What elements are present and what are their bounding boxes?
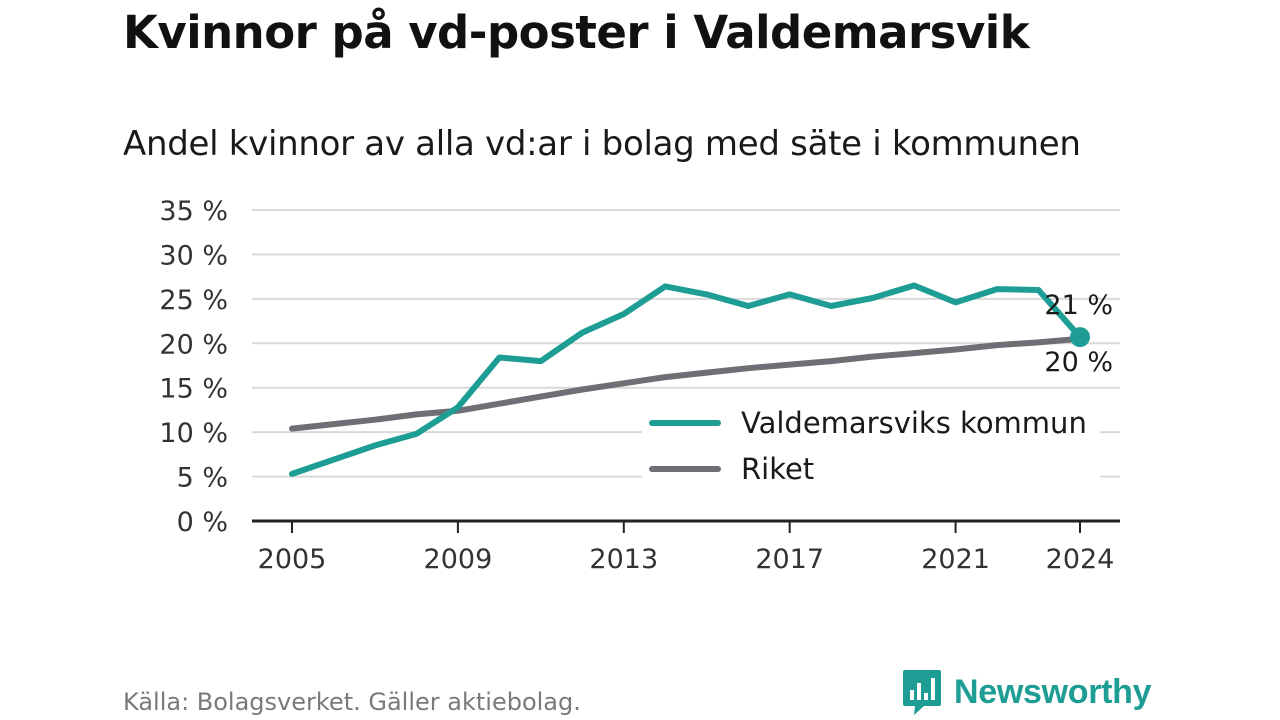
end-label-kommun: 21 % — [1044, 290, 1113, 321]
brand-name: Newsworthy — [954, 672, 1152, 711]
y-tick-label: 0 % — [177, 507, 228, 538]
y-tick-label: 35 % — [159, 196, 228, 227]
y-axis-ticks: 0 % 5 % 10 % 15 % 20 % 25 % 30 % 35 % — [159, 196, 228, 538]
end-label-riket: 20 % — [1044, 347, 1113, 378]
x-axis: 2005 2009 2013 2017 2021 2024 — [252, 519, 1120, 575]
x-tick-label: 2024 — [1046, 544, 1115, 575]
x-tick-label: 2017 — [755, 544, 824, 575]
x-tick-label: 2021 — [921, 544, 990, 575]
y-tick-label: 10 % — [159, 418, 228, 449]
legend-label: Valdemarsviks kommun — [741, 406, 1087, 440]
x-tick-label: 2005 — [258, 544, 327, 575]
legend-label: Riket — [741, 452, 814, 486]
y-tick-label: 30 % — [159, 240, 228, 271]
brand-logo: Newsworthy — [902, 668, 1152, 716]
y-tick-label: 15 % — [159, 374, 228, 405]
y-tick-label: 25 % — [159, 285, 228, 316]
legend: Valdemarsviks kommun Riket — [642, 398, 1100, 486]
end-point-marker — [1070, 327, 1090, 348]
x-tick-label: 2009 — [424, 544, 493, 575]
y-tick-label: 20 % — [159, 329, 228, 360]
series-lines — [289, 282, 1090, 477]
chart-title: Kvinnor på vd-poster i Valdemarsvik — [123, 6, 1030, 59]
newsworthy-logo-icon — [903, 670, 941, 715]
line-chart: 0 %5 %10 %15 %20 %25 %30 %35 % 2005 2009 2… — [159, 196, 1120, 575]
y-tick-label: 5 % — [177, 463, 228, 494]
end-labels: 21 % 20 % — [1044, 290, 1113, 378]
series-line — [289, 282, 1083, 477]
source-note: Källa: Bolagsverket. Gäller aktiebolag. — [123, 688, 581, 716]
series-line — [289, 335, 1083, 432]
gridlines — [252, 209, 1120, 478]
x-tick-label: 2013 — [589, 544, 658, 575]
chart-subtitle: Andel kvinnor av alla vd:ar i bolag med … — [123, 124, 1081, 164]
